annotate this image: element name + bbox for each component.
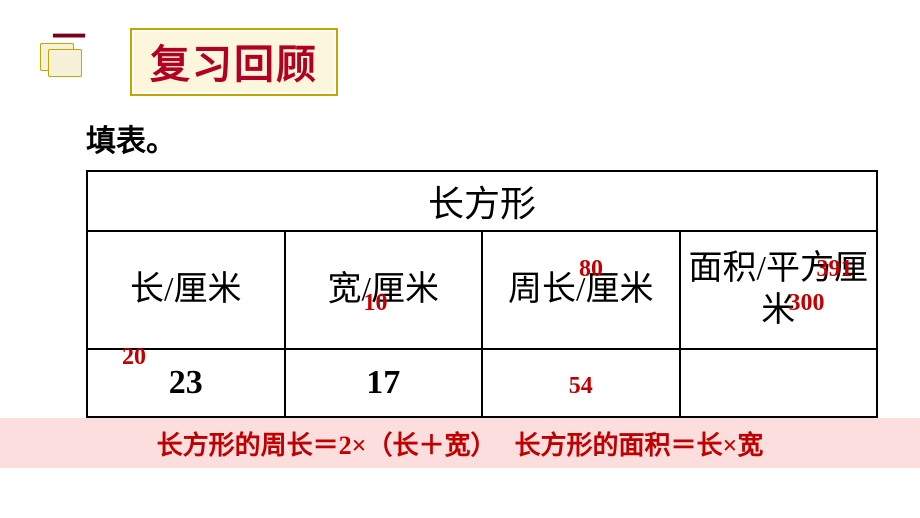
col-header-length: 长/厘米 [87, 231, 285, 349]
rectangle-table: 长方形 长/厘米 宽/厘米 10 周长/厘米 80 面积/平方厘米 391 30… [86, 170, 878, 418]
table-row: 23 20 17 54 [87, 349, 877, 417]
col-header-area: 面积/平方厘米 391 300 [680, 231, 878, 349]
cell-length: 23 20 [87, 349, 285, 417]
cell-length-value: 23 [169, 364, 203, 401]
title-text: 复习回顾 [150, 42, 318, 87]
col-header-width: 宽/厘米 10 [285, 231, 483, 349]
col-header-length-text: 长/厘米 [130, 271, 241, 308]
table: 长方形 长/厘米 宽/厘米 10 周长/厘米 80 面积/平方厘米 391 30… [86, 170, 878, 418]
formula-perimeter: 长方形的周长＝2×（长＋宽） [157, 425, 497, 462]
formula-strip: 长方形的周长＝2×（长＋宽） 长方形的面积＝长×宽 [0, 418, 920, 468]
table-caption: 长方形 [87, 171, 877, 231]
header-row: 一 复习回顾 [0, 0, 920, 96]
cell-perimeter: 54 [482, 349, 680, 417]
answer-overlay: 300 [789, 288, 825, 318]
answer-overlay: 10 [364, 288, 388, 318]
cell-perimeter-value: 54 [569, 373, 593, 399]
cell-area [680, 349, 878, 417]
subhead: 填表。 [86, 116, 920, 160]
table-header-row: 长/厘米 宽/厘米 10 周长/厘米 80 面积/平方厘米 391 300 [87, 231, 877, 349]
answer-overlay: 20 [122, 344, 146, 371]
col-header-perimeter: 周长/厘米 80 [482, 231, 680, 349]
answer-overlay: 391 [817, 254, 853, 284]
header-bullet: 一 [52, 10, 86, 59]
table-caption-row: 长方形 [87, 171, 877, 231]
title-box: 复习回顾 [130, 28, 338, 96]
cell-width-value: 17 [366, 364, 400, 401]
answer-overlay: 80 [579, 254, 603, 284]
cell-width: 17 [285, 349, 483, 417]
formula-area: 长方形的面积＝长×宽 [515, 425, 764, 462]
